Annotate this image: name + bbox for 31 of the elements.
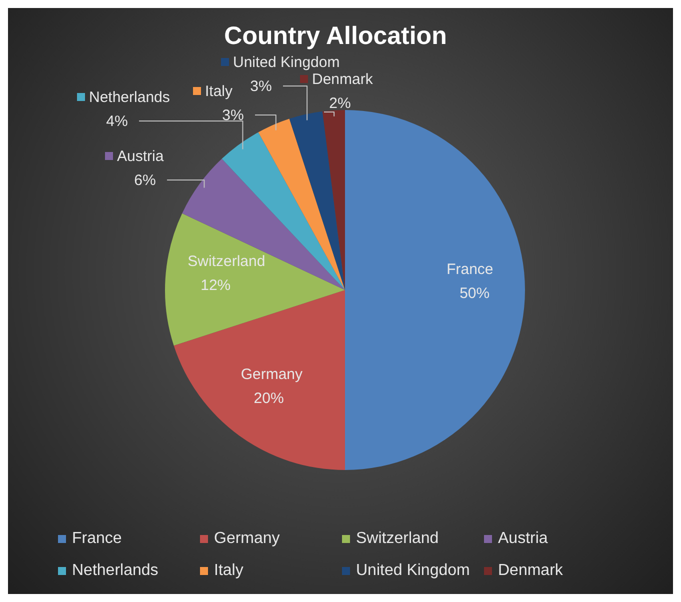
pie-slice: [165, 213, 345, 346]
data-label: 50%: [460, 285, 490, 302]
data-label: 3%: [222, 107, 244, 124]
category-label: Austria: [498, 530, 548, 547]
category-label: Denmark: [498, 562, 563, 579]
data-label: 6%: [134, 172, 156, 189]
category-label: Netherlands: [72, 562, 158, 579]
slice-label: Germany: [240, 366, 304, 383]
chart-title: Country Allocation: [224, 22, 447, 50]
pie-slice: [289, 111, 345, 290]
data-label: 12%: [200, 276, 231, 294]
data-label: 3%: [250, 78, 272, 95]
legend-label: Switzerland: [356, 530, 439, 548]
data-label: 20%: [254, 390, 284, 407]
legend-label: Denmark: [312, 71, 374, 88]
category-label: Italy: [214, 562, 244, 579]
pie-slice: [345, 110, 525, 470]
pie-slice: [322, 110, 345, 290]
legend-label: France: [72, 530, 122, 548]
slice-label: France: [446, 261, 494, 278]
pie-slice: [182, 158, 345, 290]
legend-label: Germany: [214, 530, 280, 548]
category-label: United Kingdom: [356, 562, 470, 579]
legend-label: Austria: [117, 148, 164, 165]
data-label: 4%: [106, 113, 128, 130]
legend-label: United Kingdom: [233, 54, 340, 71]
slice-label: Switzerland: [188, 252, 266, 270]
data-label: 2%: [329, 95, 351, 112]
legend-label: Netherlands: [89, 89, 170, 106]
pie-slice: [174, 290, 345, 470]
legend-label: Italy: [205, 83, 234, 100]
